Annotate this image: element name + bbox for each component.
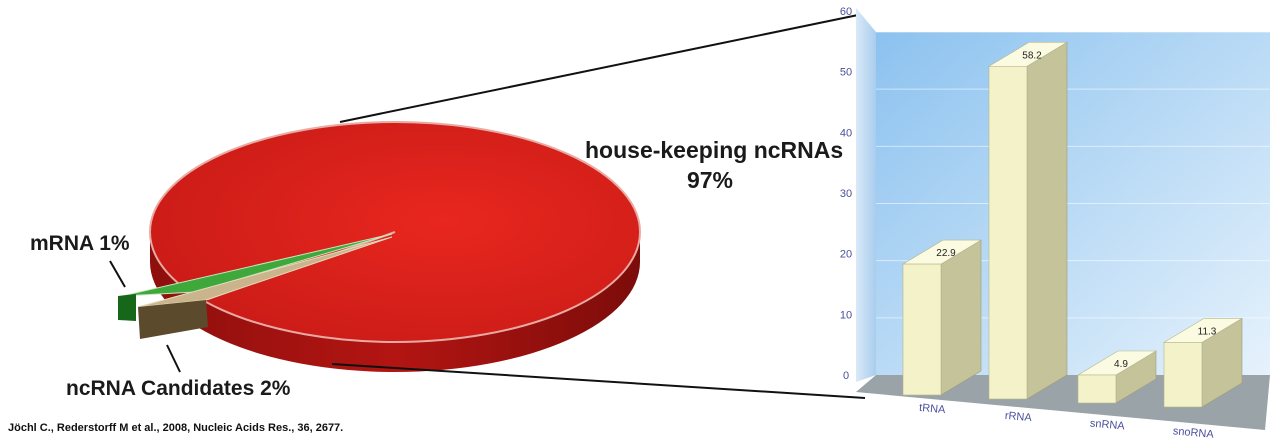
bar-front bbox=[1164, 342, 1202, 407]
ncrna-candidates-pointer-line bbox=[167, 345, 180, 372]
bar-front bbox=[1078, 375, 1116, 403]
y-tick-label: 20 bbox=[840, 249, 852, 261]
bar-side bbox=[941, 240, 981, 395]
pie-chart bbox=[110, 122, 640, 372]
bar-rrna: 58.2 bbox=[989, 42, 1067, 399]
x-tick-label: snoRNA bbox=[1172, 425, 1215, 441]
mrna-pointer-line bbox=[110, 261, 125, 287]
x-tick-label: tRNA bbox=[919, 402, 947, 416]
ncrna-candidates-label: ncRNA Candidates 2% bbox=[66, 377, 290, 401]
zoom-line-top bbox=[340, 15, 858, 122]
bar-value-label: 58.2 bbox=[1022, 50, 1042, 61]
house-keeping-label: house-keeping ncRNAs 97% bbox=[585, 135, 835, 195]
citation: Jöchl C., Rederstorff M et al., 2008, Nu… bbox=[8, 422, 343, 434]
y-tick-label: 0 bbox=[843, 370, 849, 382]
bar-trna: 22.9 bbox=[903, 240, 981, 395]
y-tick-label: 50 bbox=[840, 67, 852, 79]
y-tick-label: 60 bbox=[840, 6, 852, 18]
mrna-label: mRNA 1% bbox=[30, 232, 130, 256]
x-tick-label: rRNA bbox=[1004, 410, 1032, 424]
bar-front bbox=[903, 264, 941, 395]
bar-value-label: 11.3 bbox=[1198, 326, 1217, 337]
bar-front bbox=[989, 66, 1027, 399]
bar-side bbox=[1027, 42, 1067, 399]
house-keeping-percent: 97% bbox=[585, 165, 835, 195]
bar-value-label: 22.9 bbox=[936, 248, 956, 259]
y-tick-label: 10 bbox=[840, 309, 852, 321]
y-tick-label: 30 bbox=[840, 188, 852, 200]
zoom-line-bottom bbox=[332, 364, 865, 398]
pie-slice-mrna-side bbox=[118, 294, 136, 321]
house-keeping-label-text: house-keeping ncRNAs bbox=[585, 135, 835, 165]
x-tick-label: snRNA bbox=[1089, 418, 1125, 433]
chart-left-wall bbox=[856, 8, 876, 382]
bar-value-label: 4.9 bbox=[1114, 359, 1128, 370]
